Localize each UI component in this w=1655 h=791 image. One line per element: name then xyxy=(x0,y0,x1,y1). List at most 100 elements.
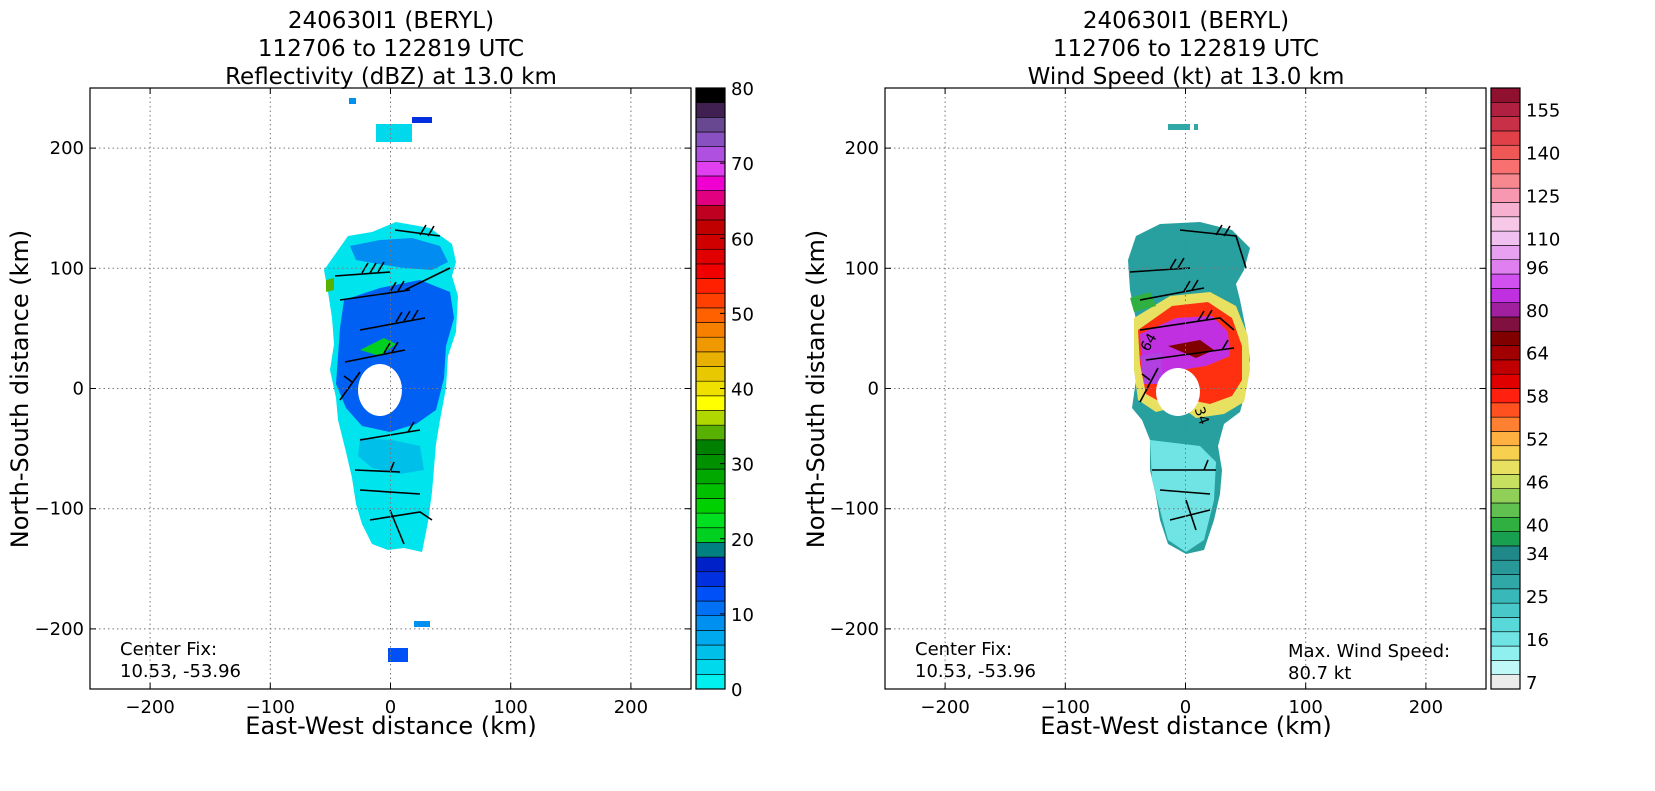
colorbar-swatch xyxy=(1490,345,1521,361)
colorbar-swatch xyxy=(695,410,726,426)
colorbar-swatch xyxy=(695,439,726,455)
colorbar-swatch xyxy=(1490,545,1521,561)
x-tick-label: −100 xyxy=(246,697,295,718)
y-tick-label: 100 xyxy=(50,258,84,279)
colorbar-swatch xyxy=(1490,388,1521,404)
colorbar-swatch xyxy=(1490,102,1521,117)
y-tick-label: 100 xyxy=(845,258,879,279)
colorbar-swatch xyxy=(695,644,726,660)
contour-label-34: 34 xyxy=(1191,405,1212,427)
colorbar-tick-label: 64 xyxy=(1526,344,1549,365)
panel-title-line-2: 112706 to 122819 UTC xyxy=(258,36,524,62)
colorbar-swatch xyxy=(1490,187,1521,203)
windspeed-panel: 240630I1 (BERYL) 112706 to 122819 UTC Wi… xyxy=(802,8,1560,740)
colorbar-tick-label: 30 xyxy=(731,455,754,476)
colorbar-tick-label: 34 xyxy=(1526,544,1549,565)
colorbar-tick-label: 140 xyxy=(1526,143,1560,164)
colorbar-swatch xyxy=(695,468,726,485)
x-tick-label: −100 xyxy=(1041,697,1090,718)
colorbar-swatch xyxy=(695,87,726,103)
axes-frame xyxy=(89,87,692,690)
colorbar-swatch xyxy=(695,615,726,631)
y-tick-label: −100 xyxy=(35,499,84,520)
colorbar-swatch xyxy=(1490,559,1521,575)
colorbar-swatch xyxy=(1490,574,1521,590)
colorbar-swatch xyxy=(695,248,726,265)
colorbar-swatch xyxy=(1490,531,1521,547)
center-fix-label: Center Fix: xyxy=(915,639,1012,660)
colorbar-swatch xyxy=(1490,273,1521,289)
colorbar-swatch xyxy=(695,498,726,514)
colorbar-swatch xyxy=(1490,516,1521,532)
colorbar-swatch xyxy=(695,571,726,587)
colorbar-swatch xyxy=(1490,674,1521,690)
colorbar-swatch xyxy=(695,292,726,309)
max-wind-label: Max. Wind Speed: xyxy=(1288,641,1450,662)
contour-label-64: 64 xyxy=(1138,331,1161,355)
x-tick-label: 200 xyxy=(1409,697,1443,718)
panel-title-line-2: 112706 to 122819 UTC xyxy=(1053,36,1319,62)
colorbar-swatch xyxy=(1490,373,1521,389)
panel-title-line-1: 240630I1 (BERYL) xyxy=(1083,8,1289,34)
colorbar-swatch xyxy=(695,219,726,235)
colorbar-swatch xyxy=(695,175,726,191)
y-tick-label: 200 xyxy=(845,138,879,159)
colorbar-swatch xyxy=(695,512,726,529)
colorbar-swatch xyxy=(695,146,726,162)
x-axis-label: East-West distance (km) xyxy=(245,712,536,740)
colorbar-swatch xyxy=(695,263,726,279)
colorbar-tick-label: 110 xyxy=(1526,229,1560,250)
colorbar-tick-label: 0 xyxy=(731,680,742,701)
colorbar-tick-label: 10 xyxy=(731,605,754,626)
y-axis-label: North-South distance (km) xyxy=(802,230,830,549)
colorbar-swatch xyxy=(695,102,726,118)
y-tick-label: −200 xyxy=(830,619,879,640)
colorbar-tick-label: 52 xyxy=(1526,430,1549,451)
colorbar-swatch xyxy=(1490,431,1521,447)
colorbar-swatch xyxy=(695,366,726,382)
colorbar-tick-label: 60 xyxy=(731,229,754,250)
y-tick-label: −200 xyxy=(35,619,84,640)
colorbar-swatch xyxy=(1490,459,1521,475)
colorbar-swatch xyxy=(695,454,726,470)
colorbar-swatch xyxy=(1490,602,1521,618)
colorbar-swatch xyxy=(1490,631,1521,647)
colorbar-swatch xyxy=(695,556,726,573)
center-fix-value: 10.53, -53.96 xyxy=(915,661,1036,682)
colorbar-swatch xyxy=(1490,130,1521,146)
colorbar-swatch xyxy=(1490,173,1521,189)
colorbar-swatch xyxy=(1490,645,1521,661)
y-tick-label: 0 xyxy=(73,379,84,400)
colorbar-swatch xyxy=(695,307,726,323)
colorbar-swatch xyxy=(695,659,726,675)
panel-title-line-3: Wind Speed (kt) at 13.0 km xyxy=(1028,64,1345,90)
colorbar-swatch xyxy=(1490,159,1521,175)
colorbar-swatch xyxy=(1490,402,1521,418)
wind-barbs xyxy=(1129,224,1247,531)
colorbar-swatch xyxy=(695,278,726,294)
colorbar-swatch xyxy=(1490,502,1521,518)
colorbar-swatch xyxy=(1490,288,1521,303)
colorbar-swatch xyxy=(1490,474,1521,489)
x-tick-label: 0 xyxy=(385,697,396,718)
colorbar-swatch xyxy=(695,586,726,602)
colorbar-swatch xyxy=(1490,617,1521,633)
colorbar-tick-label: 25 xyxy=(1526,587,1549,608)
colorbar-swatch xyxy=(1490,660,1521,675)
center-fix-label: Center Fix: xyxy=(120,639,217,660)
colorbar-swatch xyxy=(1490,87,1521,103)
colorbar-swatch xyxy=(695,527,726,543)
windspeed-field: 64 34 xyxy=(1128,124,1250,554)
y-tick-label: −100 xyxy=(830,499,879,520)
colorbar-swatch xyxy=(695,336,726,353)
colorbar-swatch xyxy=(1490,245,1521,261)
axes-frame xyxy=(884,87,1487,690)
colorbar-swatch xyxy=(695,322,726,338)
colorbar-swatch xyxy=(1490,302,1521,318)
x-axis-label: East-West distance (km) xyxy=(1040,712,1331,740)
colorbar-swatch xyxy=(1490,588,1521,604)
colorbar-tick-label: 58 xyxy=(1526,387,1549,408)
y-axis-label: North-South distance (km) xyxy=(6,230,34,549)
